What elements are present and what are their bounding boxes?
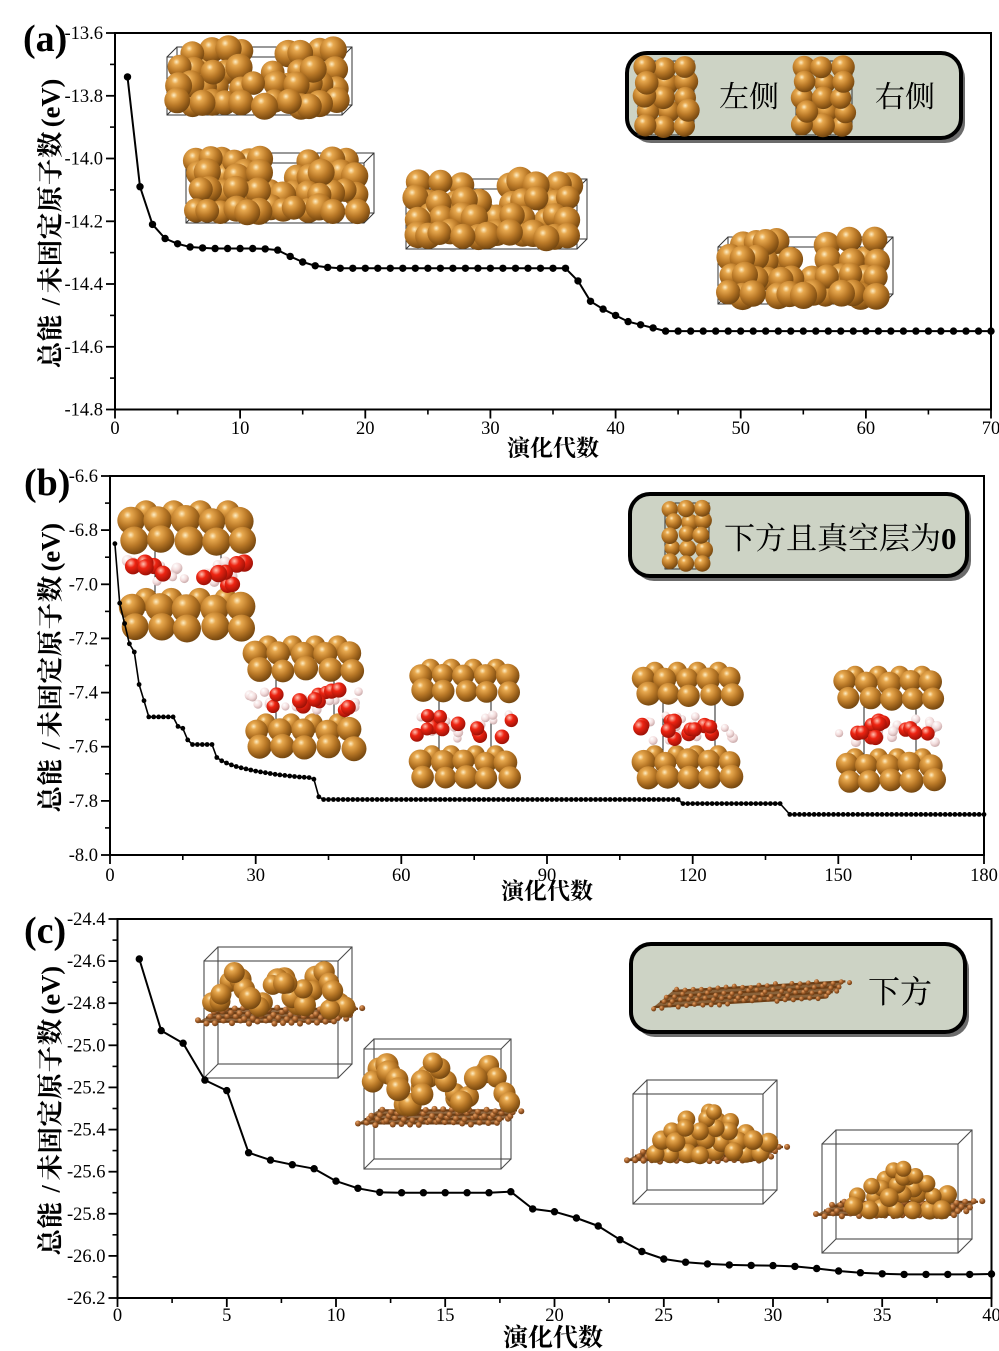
svg-text:60: 60 [392,866,411,886]
svg-text:/: / [37,297,66,306]
svg-text:180: 180 [970,866,998,886]
svg-text:-8.0: -8.0 [69,846,98,866]
svg-text:-7.2: -7.2 [69,629,98,649]
svg-text:(c): (c) [24,910,66,952]
svg-text:-14.8: -14.8 [64,401,103,421]
svg-text:10: 10 [231,419,250,439]
svg-text:-25.4: -25.4 [67,1121,106,1141]
svg-text:120: 120 [679,866,707,886]
svg-text:-25.6: -25.6 [67,1163,106,1183]
svg-text:30: 30 [481,419,500,439]
svg-text:-24.8: -24.8 [67,994,106,1014]
svg-text:30: 30 [246,866,265,886]
svg-text:0: 0 [105,866,114,886]
svg-text:-14.6: -14.6 [64,338,103,358]
svg-text:-7.4: -7.4 [69,684,98,704]
svg-text:(eV): (eV) [36,79,66,128]
svg-text:(b): (b) [24,462,70,504]
svg-text:-13.6: -13.6 [64,24,103,44]
svg-text:40: 40 [606,419,625,439]
svg-text:20: 20 [545,1306,564,1326]
svg-text:40: 40 [982,1306,999,1326]
svg-text:-13.8: -13.8 [64,87,103,107]
svg-text:-25.0: -25.0 [67,1036,106,1056]
svg-text:(eV): (eV) [36,523,66,572]
svg-text:25: 25 [655,1306,674,1326]
svg-text:-7.6: -7.6 [69,738,98,758]
svg-text:150: 150 [824,866,852,886]
svg-text:-26.0: -26.0 [67,1247,106,1267]
svg-text:-14.0: -14.0 [64,150,103,170]
svg-text:70: 70 [982,419,999,439]
svg-text:50: 50 [731,419,750,439]
svg-text:0: 0 [941,521,957,556]
svg-text:0: 0 [113,1306,122,1326]
svg-text:-6.8: -6.8 [69,521,98,541]
svg-text:90: 90 [538,866,557,886]
svg-text:35: 35 [873,1306,892,1326]
svg-text:0: 0 [110,419,119,439]
svg-text:15: 15 [436,1306,455,1326]
svg-text:30: 30 [764,1306,783,1326]
svg-text:-7.8: -7.8 [69,792,98,812]
svg-text:/: / [37,742,66,751]
svg-text:-14.4: -14.4 [64,275,103,295]
svg-text:-6.6: -6.6 [69,467,98,487]
svg-text:5: 5 [222,1306,231,1326]
svg-text:-24.6: -24.6 [67,952,106,972]
svg-text:/: / [37,1185,66,1194]
svg-text:-25.8: -25.8 [67,1205,106,1225]
svg-text:10: 10 [327,1306,346,1326]
svg-text:-24.4: -24.4 [67,910,106,930]
svg-text:60: 60 [857,419,876,439]
svg-text:-7.0: -7.0 [69,575,98,595]
svg-text:-26.2: -26.2 [67,1289,106,1309]
svg-text:-14.2: -14.2 [64,212,103,232]
svg-text:20: 20 [356,419,375,439]
svg-text:(eV): (eV) [36,966,66,1015]
svg-text:(a): (a) [23,18,67,60]
svg-text:-25.2: -25.2 [67,1078,106,1098]
